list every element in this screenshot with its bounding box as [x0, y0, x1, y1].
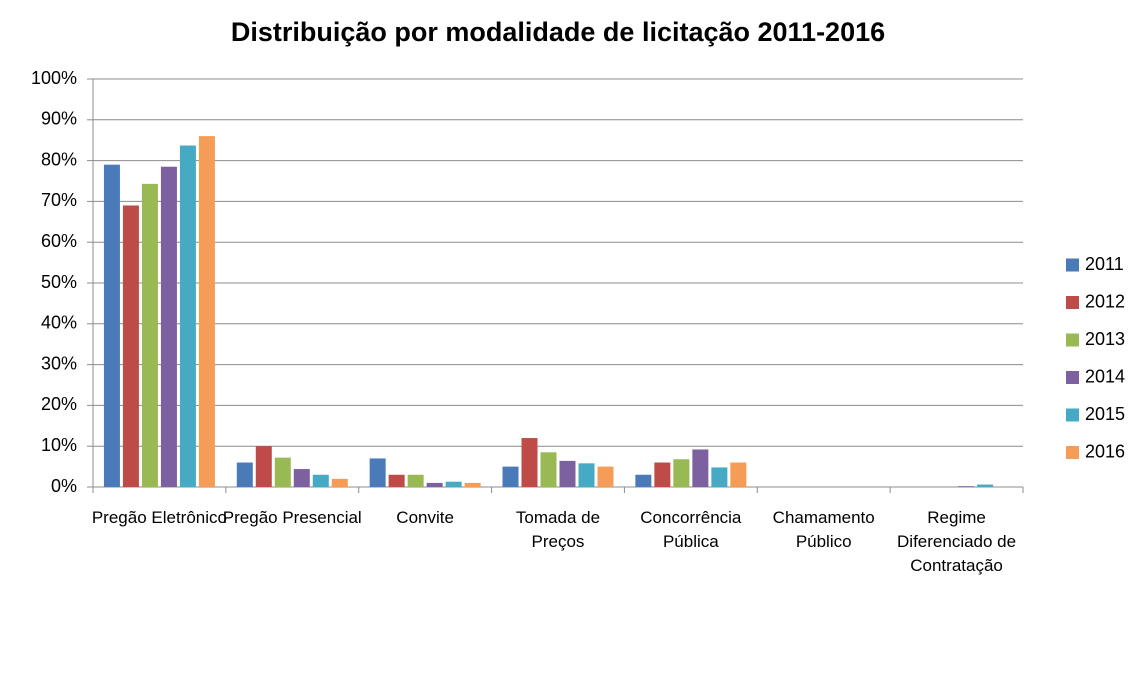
x-tick-label: Chamamento Público: [772, 508, 875, 551]
bar: [407, 474, 424, 487]
bar: [179, 145, 196, 487]
legend-label: 2013: [1085, 329, 1125, 349]
bar: [597, 466, 614, 487]
legend-swatch: [1066, 371, 1079, 384]
y-tick-label: 40%: [41, 313, 77, 333]
bar: [464, 482, 481, 487]
legend-swatch: [1066, 446, 1079, 459]
bar: [673, 459, 690, 487]
legend-swatch: [1066, 333, 1079, 347]
bar: [730, 462, 747, 487]
y-tick-label: 0%: [51, 476, 77, 496]
x-tick-label: Pregão Presencial: [222, 508, 362, 527]
bar: [274, 457, 291, 487]
y-tick-label: 30%: [41, 353, 77, 373]
bar: [635, 474, 652, 487]
legend-swatch: [1066, 408, 1079, 422]
legend-label: 2012: [1085, 291, 1125, 311]
bar: [578, 463, 595, 487]
bar: [369, 458, 386, 487]
chart-title: Distribuição por modalidade de licitação…: [231, 17, 885, 47]
y-tick-label: 80%: [41, 149, 77, 169]
x-tick-label: Tomada de Preços: [515, 508, 601, 551]
y-tick-label: 20%: [41, 394, 77, 414]
x-tick-label: Concorrência Pública: [640, 508, 742, 551]
bar: [141, 183, 158, 487]
bar: [122, 205, 139, 488]
y-tick-label: 100%: [31, 68, 77, 88]
bar: [293, 469, 310, 487]
bar: [255, 446, 272, 487]
bar: [521, 438, 538, 487]
bar: [958, 486, 975, 487]
legend-label: 2014: [1085, 366, 1125, 386]
x-tick-label: Pregão Eletrônico: [91, 508, 227, 527]
bar: [445, 481, 462, 487]
x-tick-label: Convite: [396, 508, 454, 527]
x-tick-label: Regime Diferenciado de Contratação: [897, 508, 1017, 575]
bar: [426, 482, 443, 487]
bar: [198, 136, 215, 487]
bar: [540, 452, 557, 487]
bar: [103, 164, 120, 487]
y-tick-label: 90%: [41, 109, 77, 129]
bar: [312, 474, 329, 487]
bar: [711, 467, 728, 487]
y-tick-label: 60%: [41, 231, 77, 251]
bar: [160, 166, 177, 487]
bar: [331, 478, 348, 487]
legend-label: 2011: [1085, 254, 1124, 274]
legend-swatch: [1066, 258, 1079, 272]
bar: [977, 484, 994, 487]
bar: [692, 449, 709, 487]
legend-label: 2016: [1085, 441, 1125, 461]
y-tick-label: 10%: [41, 435, 77, 455]
bar: [236, 462, 253, 487]
bar: [654, 462, 671, 487]
legend-label: 2015: [1085, 404, 1125, 424]
legend-swatch: [1066, 296, 1079, 309]
bar: [502, 466, 519, 487]
bar: [559, 460, 576, 487]
y-tick-label: 70%: [41, 190, 77, 210]
y-tick-label: 50%: [41, 272, 77, 292]
bar: [388, 474, 405, 487]
